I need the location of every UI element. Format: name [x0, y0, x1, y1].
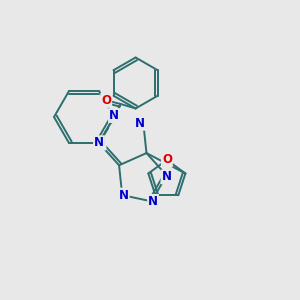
Text: N: N: [94, 136, 104, 149]
Text: N: N: [95, 136, 106, 149]
Text: N: N: [162, 170, 172, 183]
Text: N: N: [148, 195, 158, 208]
Text: N: N: [109, 109, 119, 122]
Text: O: O: [162, 154, 172, 166]
Text: O: O: [101, 94, 111, 107]
Text: N: N: [119, 189, 129, 202]
Text: N: N: [135, 117, 145, 130]
